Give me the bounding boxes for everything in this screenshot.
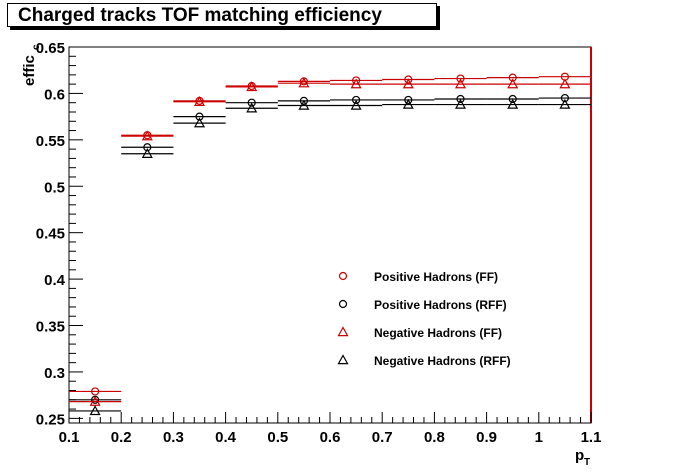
y-tick-label: 0.3 xyxy=(44,365,65,382)
x-tick-label: 0.1 xyxy=(59,429,80,446)
x-tick-label: 0.8 xyxy=(424,429,445,446)
data-point xyxy=(141,130,153,141)
data-point xyxy=(350,78,362,89)
x-tick-label: 0.4 xyxy=(215,429,237,446)
x-tick-label: 0.6 xyxy=(320,429,341,446)
x-tick-label: 0.5 xyxy=(267,429,288,446)
data-point xyxy=(508,73,517,82)
legend: Positive Hadrons (FF) Positive Hadrons (R… xyxy=(337,270,511,368)
x-tick-label: 0.9 xyxy=(476,429,497,446)
data-point xyxy=(247,98,256,107)
y-tick-label: 0.55 xyxy=(36,133,65,150)
data-point xyxy=(559,78,571,89)
data-point xyxy=(141,148,153,158)
data-point xyxy=(404,95,413,105)
data-point xyxy=(507,78,519,89)
series-2 xyxy=(69,93,591,404)
data-point xyxy=(350,99,362,110)
x-axis-label: p xyxy=(575,447,584,464)
data-point xyxy=(508,94,517,104)
y-tick-label: 0.4 xyxy=(44,272,66,289)
x-tick-label: 1 xyxy=(535,429,543,446)
data-point xyxy=(456,74,465,83)
y-tick-label: 0.25 xyxy=(36,411,65,428)
data-point xyxy=(143,143,152,152)
data-point xyxy=(193,117,206,128)
data-point xyxy=(560,93,570,103)
x-tick-label: 1.1 xyxy=(581,429,602,446)
data-point xyxy=(507,98,519,109)
chart-title: Charged tracks TOF matching efficiency xyxy=(18,5,382,26)
data-point xyxy=(559,98,571,109)
data-point xyxy=(193,96,206,106)
data-point xyxy=(402,78,414,89)
x-axis-label-subscript: T xyxy=(584,457,590,468)
data-point xyxy=(195,112,204,121)
plot-frame xyxy=(68,46,592,424)
y-axis-label-group: effic c xyxy=(21,44,42,86)
data-point xyxy=(298,99,310,110)
legend-label: Positive Hadrons (FF) xyxy=(374,270,498,284)
data-point xyxy=(299,96,308,105)
y-tick-label: 0.45 xyxy=(36,226,65,243)
legend-marker xyxy=(338,271,348,281)
series-4 xyxy=(69,98,591,416)
data-point xyxy=(404,75,413,84)
data-point xyxy=(246,102,258,113)
data-point xyxy=(454,78,467,89)
legend-label: Negative Hadrons (RFF) xyxy=(374,354,511,368)
data-point xyxy=(352,95,361,105)
data-point xyxy=(298,77,310,88)
data-point xyxy=(454,98,467,109)
y-axis-label-subscript: c xyxy=(31,44,42,50)
x-tick-label: 0.3 xyxy=(163,429,184,446)
data-point xyxy=(402,98,414,109)
data-point xyxy=(456,94,465,104)
data-point xyxy=(89,405,101,416)
y-tick-label: 0.65 xyxy=(36,40,65,57)
y-tick-label: 0.6 xyxy=(44,86,65,103)
data-point xyxy=(246,81,258,92)
chart-title-box: Charged tracks TOF matching efficiency xyxy=(7,3,437,27)
series-1 xyxy=(69,72,591,396)
data-point xyxy=(90,387,100,396)
series-3 xyxy=(69,77,591,406)
y-axis-label: effic xyxy=(21,55,38,86)
legend-label: Negative Hadrons (FF) xyxy=(374,326,502,340)
y-tick-label: 0.5 xyxy=(44,179,65,196)
x-tick-label: 0.7 xyxy=(372,429,393,446)
legend-label: Positive Hadrons (RFF) xyxy=(374,298,507,312)
x-tick-label: 0.2 xyxy=(111,429,132,446)
legend-marker xyxy=(338,299,348,309)
legend-marker xyxy=(337,326,349,337)
y-tick-label: 0.35 xyxy=(36,319,65,336)
legend-marker xyxy=(337,354,349,365)
